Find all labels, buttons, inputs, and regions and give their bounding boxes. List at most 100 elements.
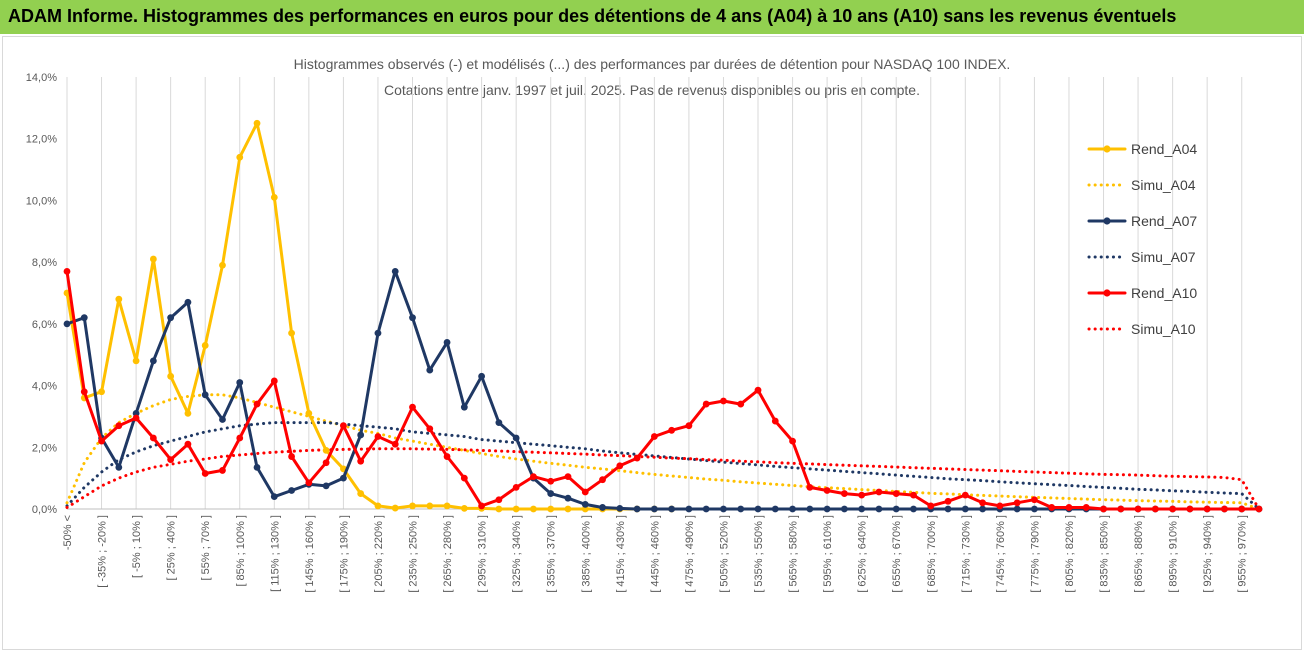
data-point (340, 474, 347, 482)
gridlines (66, 77, 1259, 510)
x-tick-label: [ 265% ; 280% ] (442, 515, 454, 593)
y-tick-label: 8,0% (32, 257, 57, 269)
data-point (149, 357, 157, 365)
data-point (115, 463, 123, 471)
data-point (132, 414, 140, 422)
data-point (650, 433, 658, 440)
data-point (253, 400, 261, 408)
y-axis: 0,0% 2,0% 4,0% 6,0% 8,0% 10,0% 12,0% 14,0% (26, 72, 57, 516)
data-point (1048, 504, 1056, 511)
data-point (512, 484, 520, 491)
data-point (650, 505, 658, 513)
data-point (391, 268, 399, 275)
data-point (478, 372, 486, 380)
data-point (961, 505, 969, 513)
data-point (305, 479, 313, 487)
legend: Rend_A04 Simu_A04 Rend_A07 Simu_A07 Rend_A10… (1087, 141, 1197, 337)
data-point (426, 425, 434, 433)
x-tick-label: [ 85% ; 100% ] (235, 515, 247, 587)
x-tick-label: [ 775% ; 790% ] (1029, 515, 1041, 593)
data-point (219, 416, 226, 423)
data-point (409, 403, 416, 411)
data-point (495, 419, 503, 426)
x-tick-label: [ 385% ; 400% ] (580, 515, 592, 593)
data-point (858, 505, 866, 513)
data-point (616, 462, 624, 470)
data-point (961, 491, 969, 499)
data-point (80, 314, 88, 322)
data-point (357, 490, 365, 497)
data-point (944, 497, 952, 505)
data-point (581, 500, 589, 508)
data-point (547, 490, 555, 497)
data-point (530, 505, 537, 513)
x-tick-label: [ 175% ; 190% ] (338, 515, 350, 593)
data-point (340, 422, 347, 430)
data-point (270, 193, 278, 201)
y-tick-label: 14,0% (26, 72, 57, 84)
data-point (979, 499, 986, 507)
x-tick-label: [ 715% ; 730% ] (960, 515, 972, 593)
data-point (253, 463, 261, 471)
y-tick-label: 10,0% (26, 195, 57, 207)
x-tick-label: [ 925% ; 940% ] (1202, 515, 1214, 593)
x-tick-label: [ 415% ; 430% ] (615, 515, 627, 593)
x-tick-label: [ 535% ; 550% ] (753, 515, 765, 593)
data-point (322, 482, 330, 490)
x-tick-label: [ 145% ; 160% ] (304, 515, 316, 593)
legend-marker (1103, 217, 1111, 225)
data-point (1186, 505, 1194, 513)
data-point (1117, 505, 1125, 513)
data-point (633, 505, 641, 513)
data-point (564, 505, 572, 513)
data-point (374, 502, 382, 510)
data-point (616, 504, 624, 512)
data-point (1082, 504, 1090, 511)
data-point (771, 417, 779, 425)
x-tick-label: [ 625% ; 640% ] (857, 515, 869, 593)
data-point (63, 320, 71, 328)
x-tick-label: [ 805% ; 820% ] (1064, 515, 1076, 593)
data-point (547, 505, 555, 513)
data-point (875, 488, 883, 496)
data-point (685, 422, 693, 430)
legend-label: Rend_A04 (1131, 141, 1197, 157)
data-point (927, 502, 935, 510)
data-point (720, 505, 727, 513)
data-point (1031, 496, 1038, 504)
data-point (115, 422, 123, 430)
data-point (478, 502, 486, 510)
data-point (771, 505, 779, 513)
data-point (236, 379, 244, 386)
data-point (892, 490, 900, 497)
data-point (1221, 505, 1228, 513)
y-tick-label: 0,0% (32, 504, 57, 516)
series-line-simu_a07 (65, 421, 1261, 511)
x-axis: -50% < [ -35% ; -20% ] [ -5% ; 10% ] [ 25% … (62, 515, 1249, 593)
data-point (288, 329, 295, 337)
data-point (668, 426, 676, 434)
data-point (720, 397, 727, 405)
data-point (236, 434, 244, 442)
data-point (357, 431, 365, 439)
data-point (512, 505, 520, 513)
data-point (702, 505, 710, 513)
data-point (149, 255, 157, 263)
data-point (1134, 505, 1142, 513)
x-tick-label: [ 205% ; 220% ] (373, 515, 385, 593)
data-point (167, 372, 175, 380)
legend-label: Simu_A07 (1131, 249, 1196, 265)
series-line-simu_a04 (65, 393, 1261, 511)
data-point (1013, 499, 1021, 507)
data-point (944, 505, 952, 513)
data-point (184, 440, 192, 448)
legend-label: Simu_A10 (1131, 321, 1196, 337)
data-point (184, 298, 192, 306)
data-point (858, 491, 866, 499)
data-point (702, 400, 710, 408)
data-point (789, 437, 796, 445)
chart-frame: Histogrammes observés (-) et modélisés (… (2, 36, 1302, 650)
x-tick-label: -50% < (62, 515, 74, 550)
data-point (564, 494, 572, 502)
legend-label: Simu_A04 (1131, 177, 1196, 193)
